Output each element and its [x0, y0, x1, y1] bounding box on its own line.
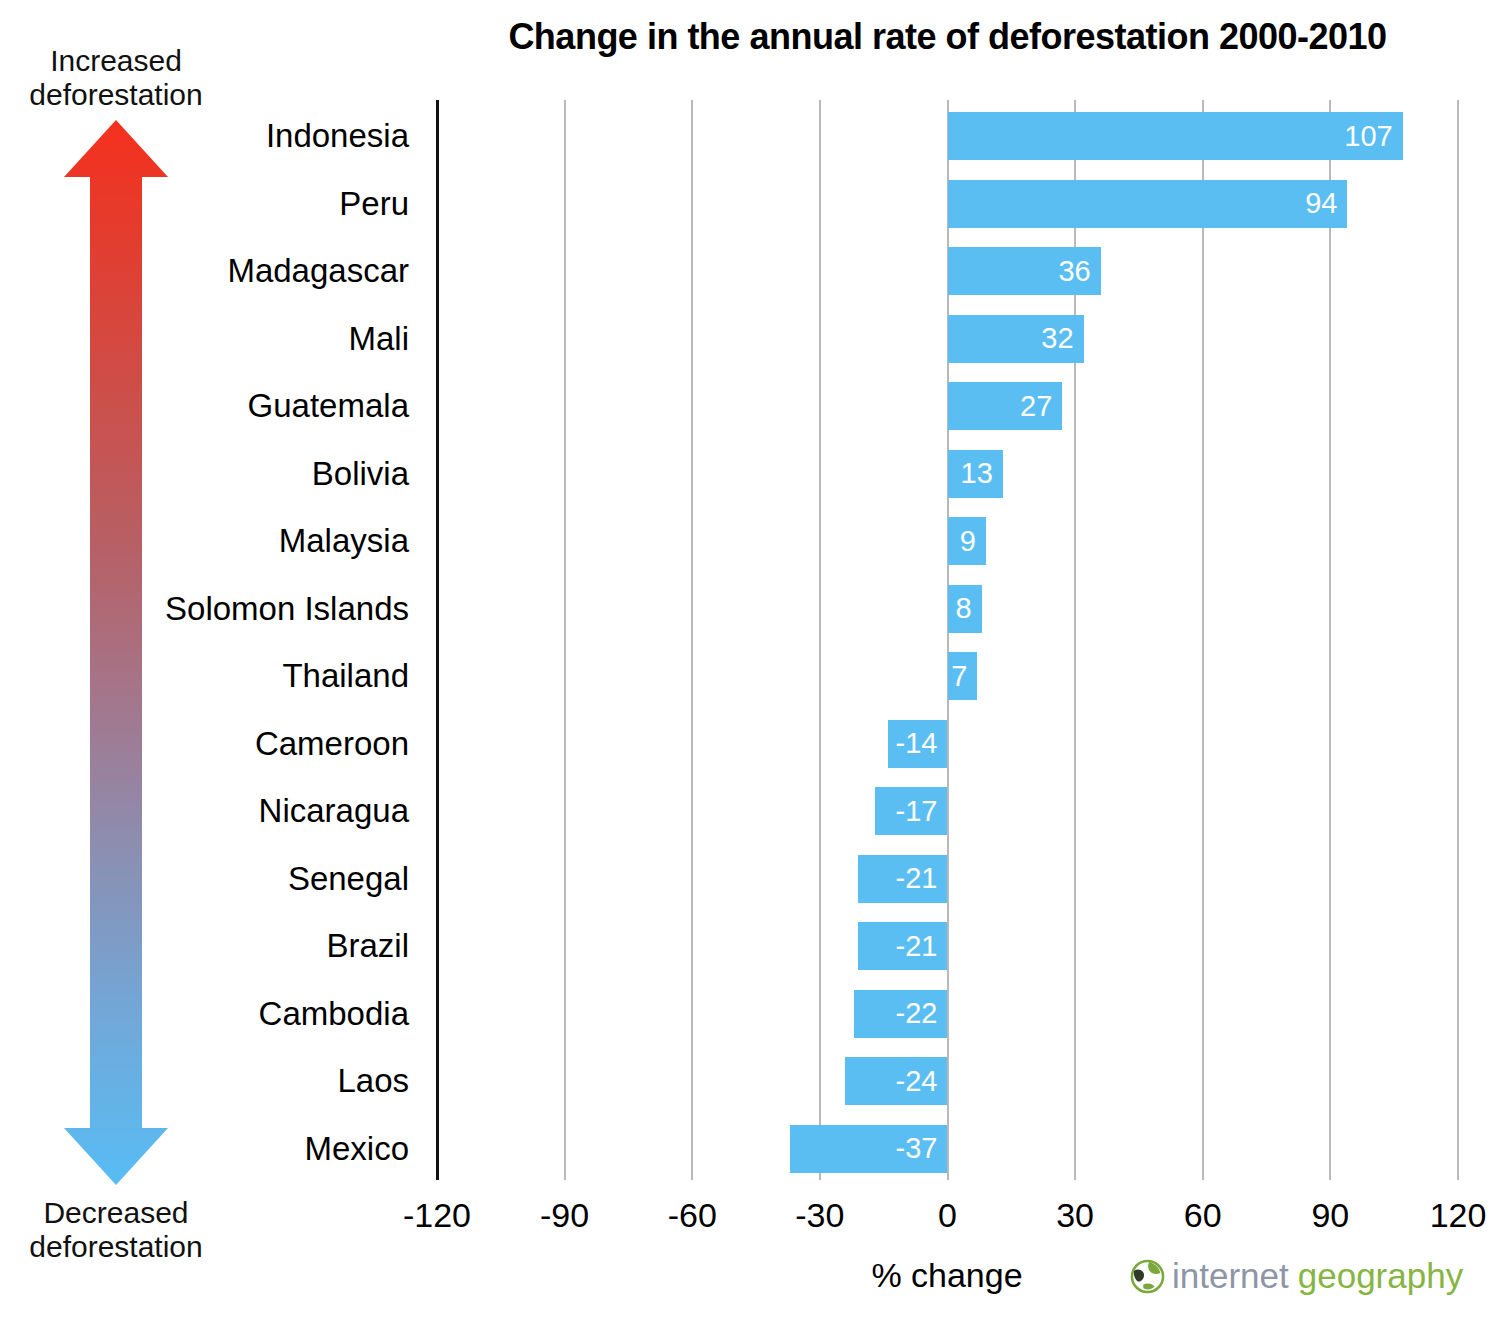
gridline-60: [1202, 100, 1204, 1180]
x-tick-label--120: -120: [377, 1196, 497, 1235]
plot-area: -120-90-60-300306090120 Indonesia 107 Peru 9…: [0, 0, 1506, 1318]
bar-nicaragua: -17: [875, 787, 947, 835]
category-label-guatemala: Guatemala: [59, 382, 409, 430]
x-tick-label--90: -90: [505, 1196, 625, 1235]
bar-cameroon: -14: [888, 720, 948, 768]
category-label-mexico: Mexico: [59, 1125, 409, 1173]
category-label-indonesia: Indonesia: [59, 112, 409, 160]
bar-value-guatemala: 27: [1020, 390, 1052, 423]
x-tick-label--30: -30: [760, 1196, 880, 1235]
y-axis-line: [436, 100, 439, 1180]
bar-senegal: -21: [858, 855, 947, 903]
globe-icon: [1130, 1259, 1165, 1294]
gridline--90: [564, 100, 566, 1180]
bar-brazil: -21: [858, 922, 947, 970]
category-label-thailand: Thailand: [59, 652, 409, 700]
bar-value-thailand: 7: [951, 660, 967, 693]
x-tick-label-30: 30: [1015, 1196, 1135, 1235]
bar-indonesia: 107: [948, 112, 1403, 160]
bar-malaysia: 9: [948, 517, 986, 565]
x-tick-label-120: 120: [1398, 1196, 1506, 1235]
bar-value-brazil: -21: [896, 930, 938, 963]
bar-cambodia: -22: [854, 990, 948, 1038]
bar-value-cambodia: -22: [896, 997, 938, 1030]
bar-value-bolivia: 13: [961, 457, 993, 490]
bar-value-mali: 32: [1041, 322, 1073, 355]
x-tick-label-90: 90: [1270, 1196, 1390, 1235]
bar-value-senegal: -21: [896, 862, 938, 895]
gridline--60: [691, 100, 693, 1180]
category-label-laos: Laos: [59, 1057, 409, 1105]
category-label-madagascar: Madagascar: [59, 247, 409, 295]
x-tick-label--60: -60: [632, 1196, 752, 1235]
bar-value-malaysia: 9: [960, 525, 976, 558]
category-label-solomon-islands: Solomon Islands: [59, 585, 409, 633]
category-label-malaysia: Malaysia: [59, 517, 409, 565]
gridline-90: [1329, 100, 1331, 1180]
bar-value-madagascar: 36: [1058, 255, 1090, 288]
gridline-120: [1457, 100, 1459, 1180]
x-tick-label-0: 0: [888, 1196, 1008, 1235]
category-label-cambodia: Cambodia: [59, 990, 409, 1038]
category-label-mali: Mali: [59, 315, 409, 363]
bar-value-cameroon: -14: [896, 727, 938, 760]
deforestation-chart: Change in the annual rate of deforestati…: [0, 0, 1506, 1318]
bar-peru: 94: [948, 180, 1348, 228]
bar-madagascar: 36: [948, 247, 1101, 295]
x-tick-label-60: 60: [1143, 1196, 1263, 1235]
internet-geography-logo: internet geography: [1130, 1254, 1463, 1298]
x-axis-title: % change: [697, 1256, 1197, 1295]
bar-value-indonesia: 107: [1344, 120, 1392, 153]
category-label-peru: Peru: [59, 180, 409, 228]
bar-guatemala: 27: [948, 382, 1063, 430]
bar-solomon-islands: 8: [948, 585, 982, 633]
logo-word-internet: internet: [1172, 1256, 1289, 1296]
logo-word-geography: geography: [1298, 1256, 1463, 1296]
bar-value-nicaragua: -17: [896, 795, 938, 828]
bar-value-solomon-islands: 8: [955, 592, 971, 625]
bar-value-laos: -24: [896, 1065, 938, 1098]
bar-mexico: -37: [790, 1125, 947, 1173]
bar-value-mexico: -37: [896, 1132, 938, 1165]
bar-bolivia: 13: [948, 450, 1003, 498]
gridline--30: [819, 100, 821, 1180]
category-label-nicaragua: Nicaragua: [59, 787, 409, 835]
bar-value-peru: 94: [1305, 187, 1337, 220]
category-label-cameroon: Cameroon: [59, 720, 409, 768]
category-label-brazil: Brazil: [59, 922, 409, 970]
bar-thailand: 7: [948, 652, 978, 700]
category-label-bolivia: Bolivia: [59, 450, 409, 498]
bar-mali: 32: [948, 315, 1084, 363]
bar-laos: -24: [845, 1057, 947, 1105]
category-label-senegal: Senegal: [59, 855, 409, 903]
